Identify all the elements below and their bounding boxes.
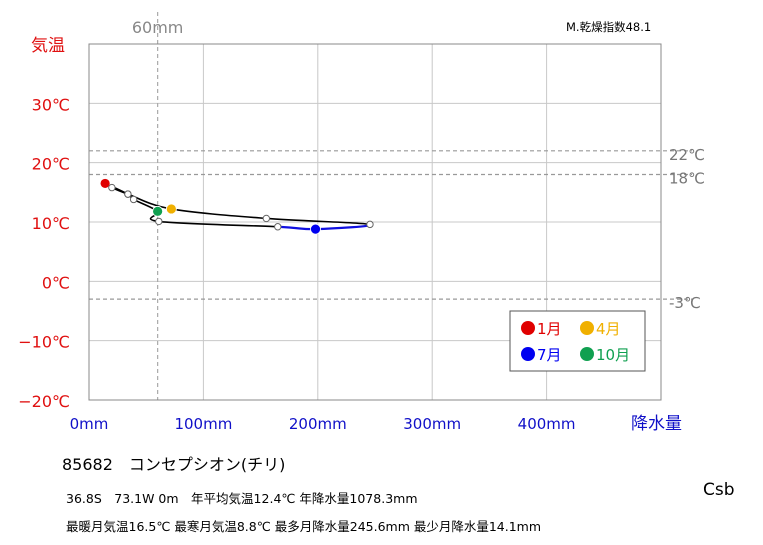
month-point-5 — [262, 214, 271, 223]
dryness-index: M.乾燥指数48.1 — [566, 20, 652, 34]
legend-marker-4 — [580, 321, 594, 335]
legend-label-1: 1月 — [537, 320, 562, 338]
curve-segment — [277, 225, 316, 231]
legend-marker-7 — [521, 347, 535, 361]
station-summary-1: 36.8S 73.1W 0m 年平均気温12.4℃ 年降水量1078.3mm — [66, 491, 418, 506]
month-point-9 — [155, 217, 163, 226]
y-tick-label: 20℃ — [32, 155, 70, 174]
y-tick-label: −20℃ — [18, 392, 70, 411]
ref-label-temp: 18℃ — [669, 170, 705, 188]
legend-marker-10 — [580, 347, 594, 361]
climate-class: Csb — [703, 480, 735, 500]
ref-label-temp: -3℃ — [669, 294, 701, 312]
month-point-2 — [108, 183, 116, 192]
y-tick-label: 0℃ — [42, 273, 70, 292]
plot-frame — [88, 43, 662, 401]
curve-segment — [158, 220, 278, 228]
y-tick-label: −10℃ — [18, 333, 70, 352]
curve-segment — [315, 223, 372, 231]
x-tick-label: 0mm — [70, 415, 109, 433]
month-point-6 — [366, 220, 374, 229]
grid-lines — [89, 44, 661, 400]
curve-segment — [266, 217, 371, 226]
x-tick-label: 400mm — [518, 415, 576, 433]
ref-label-60mm: 60mm — [132, 18, 184, 37]
legend-box — [509, 310, 646, 372]
reference-lines: 60mm 22℃ 18℃ -3℃ — [89, 12, 705, 400]
x-tick-label: 300mm — [403, 415, 461, 433]
x-tick-label: 200mm — [289, 415, 347, 433]
legend-label-7: 7月 — [537, 346, 562, 364]
legend: 1月 4月 7月 10月 — [509, 310, 646, 372]
month-point-12 — [124, 190, 132, 198]
month-point-10 — [152, 205, 164, 217]
station-title: 85682 コンセプシオン(チリ) — [62, 455, 286, 474]
x-axis-title: 降水量 — [631, 414, 682, 434]
y-tick-label: 10℃ — [32, 214, 70, 233]
y-tick-label: 30℃ — [32, 95, 70, 114]
station-summary-2: 最暖月気温16.5℃ 最寒月気温8.8℃ 最多月降水量245.6mm 最少月降水… — [66, 519, 542, 534]
legend-label-10: 10月 — [596, 346, 630, 364]
month-point-8 — [274, 223, 282, 231]
y-axis-title: 気温 — [31, 36, 65, 56]
ref-label-temp: 22℃ — [669, 146, 705, 164]
month-point-4 — [165, 203, 177, 215]
curve-segment — [171, 208, 267, 220]
month-point-1 — [99, 178, 111, 189]
legend-label-4: 4月 — [596, 320, 621, 338]
month-point-7 — [310, 223, 321, 235]
x-tick-label: 100mm — [174, 415, 232, 433]
climate-curve — [99, 178, 374, 235]
legend-marker-1 — [521, 321, 535, 335]
month-point-11 — [129, 195, 138, 204]
